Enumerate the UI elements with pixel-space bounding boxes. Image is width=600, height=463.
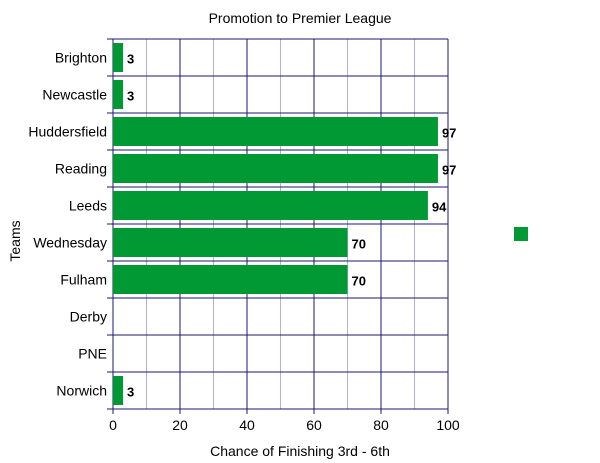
x-tick-label: 100 bbox=[436, 417, 460, 433]
x-tick-label: 80 bbox=[373, 417, 389, 433]
chart-title: Promotion to Premier League bbox=[209, 10, 392, 26]
data-label: 70 bbox=[352, 237, 366, 252]
category-labels: Brighton Newcastle Huddersfield Reading Leed… bbox=[28, 50, 107, 399]
y-axis-label: Teams bbox=[7, 220, 23, 261]
bar bbox=[113, 191, 428, 220]
category-label: Reading bbox=[55, 161, 107, 177]
data-label: 3 bbox=[127, 52, 134, 67]
bar bbox=[113, 265, 348, 294]
category-label: Norwich bbox=[56, 383, 107, 399]
data-label: 3 bbox=[127, 385, 134, 400]
category-label: Newcastle bbox=[42, 87, 107, 103]
category-label: Fulham bbox=[60, 272, 107, 288]
x-tick-label: 60 bbox=[306, 417, 322, 433]
category-label: Leeds bbox=[69, 198, 107, 214]
x-tick-label: 40 bbox=[239, 417, 255, 433]
bars: 3 3 97 97 94 70 70 3 bbox=[113, 43, 456, 405]
grid bbox=[107, 38, 449, 414]
legend-swatch bbox=[514, 227, 528, 241]
x-axis-label: Chance of Finishing 3rd - 6th bbox=[210, 443, 390, 459]
bar bbox=[113, 43, 124, 72]
bar bbox=[113, 117, 438, 146]
data-label: 70 bbox=[352, 274, 366, 289]
x-tick-label: 0 bbox=[109, 417, 117, 433]
bar bbox=[113, 228, 348, 257]
category-label: Derby bbox=[70, 309, 107, 325]
data-label: 97 bbox=[442, 163, 456, 178]
x-tick-label: 20 bbox=[172, 417, 188, 433]
bar bbox=[113, 154, 438, 183]
bar bbox=[113, 80, 124, 109]
category-label: PNE bbox=[78, 346, 107, 362]
data-label: 94 bbox=[432, 200, 447, 215]
data-label: 3 bbox=[127, 89, 134, 104]
bar bbox=[113, 376, 124, 405]
x-tick-labels: 0 20 40 60 80 100 bbox=[109, 417, 460, 433]
data-label: 97 bbox=[442, 126, 456, 141]
category-label: Brighton bbox=[55, 50, 107, 66]
category-label: Wednesday bbox=[33, 235, 107, 251]
category-label: Huddersfield bbox=[28, 124, 107, 140]
